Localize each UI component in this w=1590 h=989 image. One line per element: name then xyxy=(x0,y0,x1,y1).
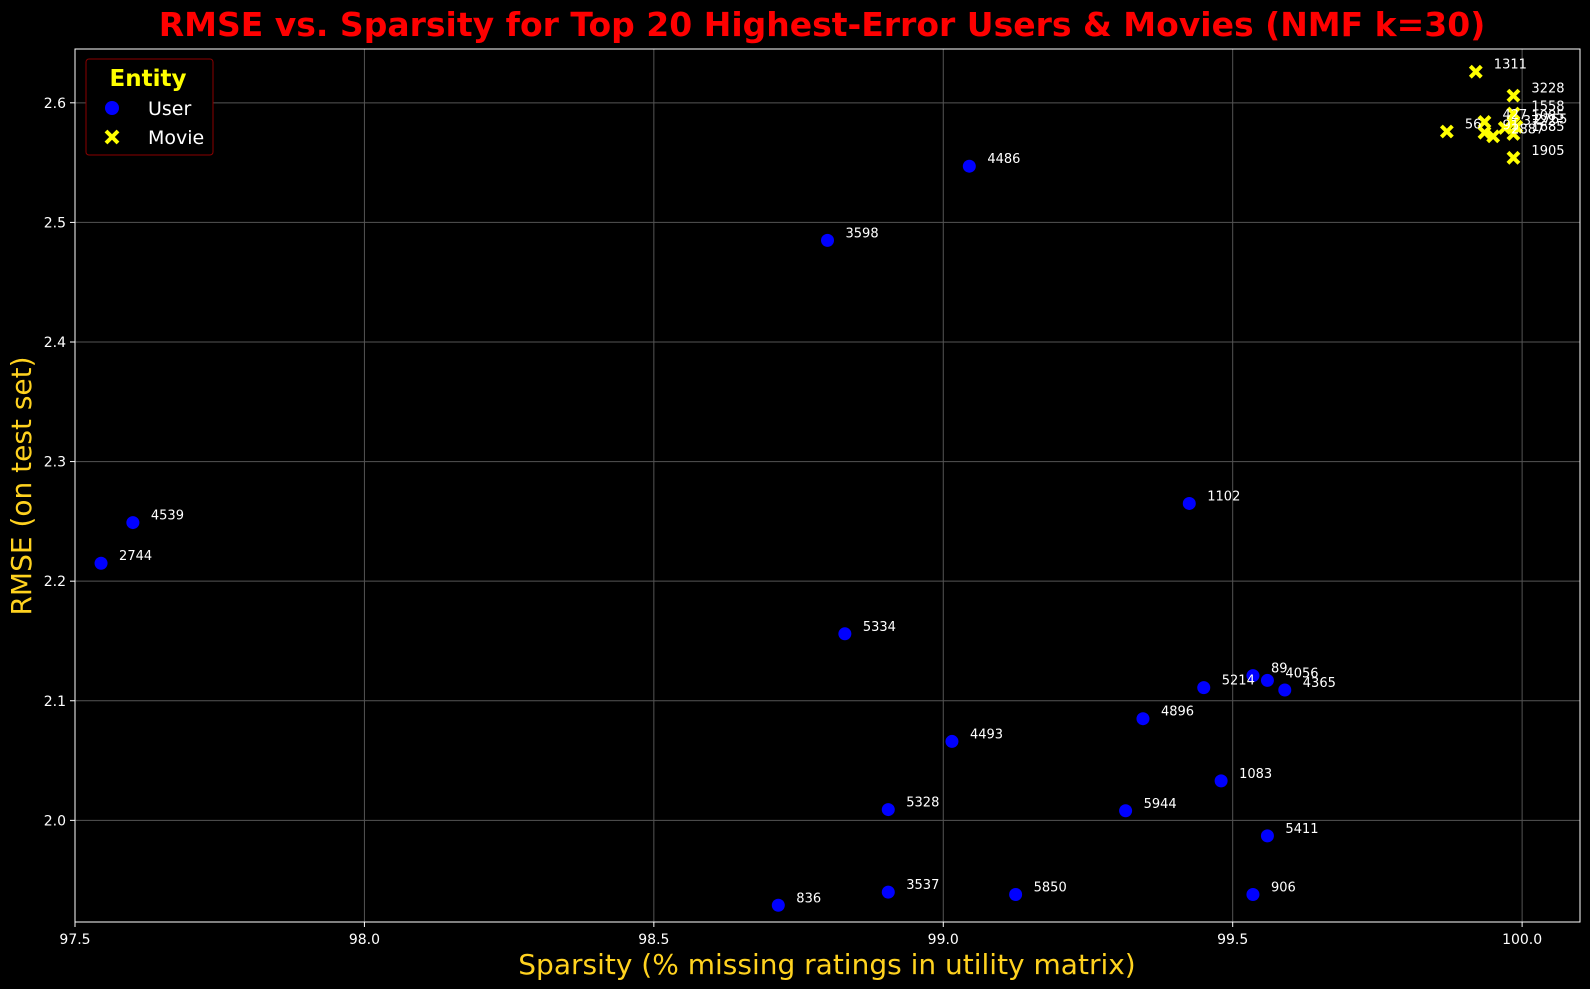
point-label: 4486 xyxy=(987,152,1020,167)
point-label: 3722 xyxy=(1523,114,1556,129)
point-label: 4056 xyxy=(1285,666,1318,681)
movie-point xyxy=(1468,64,1483,79)
point-label: 2887 xyxy=(1511,122,1544,137)
movie-point-stroke xyxy=(1506,126,1521,141)
point-label: 836 xyxy=(796,891,821,906)
point-label: 4493 xyxy=(970,727,1003,742)
movie-point xyxy=(1486,129,1501,144)
y-tick-label: 2.1 xyxy=(44,694,66,710)
plot-frame xyxy=(74,48,1581,923)
y-tick-label: 2.4 xyxy=(44,335,66,351)
user-point xyxy=(881,885,895,899)
point-label: 1311 xyxy=(1494,58,1527,73)
legend-title: Entity xyxy=(110,66,187,92)
movie-point xyxy=(1477,125,1492,140)
user-point xyxy=(1246,887,1260,901)
grid xyxy=(74,49,1580,922)
user-point xyxy=(1009,887,1023,901)
legend-user-marker xyxy=(105,101,119,115)
chart-title: RMSE vs. Sparsity for Top 20 Highest-Err… xyxy=(159,5,1486,44)
point-label: 1102 xyxy=(1207,489,1240,504)
point-label: 906 xyxy=(1271,880,1296,895)
point-label: 3598 xyxy=(846,226,879,241)
y-axis-label: RMSE (on test set) xyxy=(5,356,38,615)
user-point xyxy=(1260,829,1274,843)
point-label: 2744 xyxy=(119,549,152,564)
x-tick-label: 98.5 xyxy=(638,932,669,948)
movie-point-stroke xyxy=(1477,125,1492,140)
point-label: 427 xyxy=(1502,108,1527,123)
movie-point-stroke xyxy=(1439,124,1454,139)
legend: Entity User Movie xyxy=(85,58,214,156)
point-label: 5334 xyxy=(863,620,896,635)
y-tick-label: 2.0 xyxy=(44,813,66,829)
x-axis-ticks: 97.5 98.0 98.5 99.0 99.5 100.0 xyxy=(59,922,1542,948)
legend-user-label: User xyxy=(148,98,191,120)
point-label: 1905 xyxy=(1531,144,1564,159)
point-label: 4365 xyxy=(1303,676,1336,691)
x-tick-label: 97.5 xyxy=(59,932,90,948)
movie-point-stroke xyxy=(1506,150,1521,165)
user-point xyxy=(1119,804,1133,818)
user-point xyxy=(1278,683,1292,697)
user-point xyxy=(945,734,959,748)
y-tick-label: 2.3 xyxy=(44,455,66,471)
movie-point-stroke xyxy=(1477,115,1492,129)
user-point xyxy=(1182,496,1196,510)
user-point xyxy=(94,556,108,570)
movie-point-stroke xyxy=(1468,64,1483,79)
user-point xyxy=(126,516,140,530)
user-point xyxy=(1214,774,1228,788)
point-label: 1083 xyxy=(1239,767,1272,782)
x-tick-label: 98.0 xyxy=(349,932,380,948)
movie-point xyxy=(1506,88,1521,103)
movie-point xyxy=(1477,115,1492,129)
movie-point xyxy=(1506,126,1521,141)
point-label: 3228 xyxy=(1531,82,1564,97)
point-label: 5214 xyxy=(1222,674,1255,689)
point-label: 1685 xyxy=(1531,120,1564,135)
point-label: 3537 xyxy=(906,878,939,893)
x-tick-label: 99.5 xyxy=(1217,932,1248,948)
point-label: 91 xyxy=(1502,119,1519,134)
user-point xyxy=(1260,673,1274,687)
point-label: 1085 xyxy=(1531,109,1564,124)
point-label: 56 xyxy=(1465,118,1482,133)
x-tick-label: 99.0 xyxy=(928,932,959,948)
point-label: 1558 xyxy=(1531,100,1564,115)
movie-point xyxy=(1439,124,1454,139)
user-point xyxy=(821,233,834,247)
movie-point xyxy=(1506,150,1521,165)
x-axis-label: Sparsity (% missing ratings in utility m… xyxy=(518,948,1135,981)
user-point xyxy=(1197,681,1211,695)
user-point xyxy=(1136,712,1150,726)
x-tick-label: 100.0 xyxy=(1502,932,1542,948)
y-axis-ticks: 2.0 2.1 2.2 2.3 2.4 2.5 2.6 xyxy=(44,96,75,829)
movie-point-stroke xyxy=(1486,129,1501,144)
user-point xyxy=(881,803,895,817)
y-tick-label: 2.2 xyxy=(44,574,66,590)
point-label: 5411 xyxy=(1285,822,1318,837)
user-point xyxy=(962,159,976,173)
legend-movie-label: Movie xyxy=(148,127,204,149)
user-point xyxy=(771,898,785,912)
point-label: 5850 xyxy=(1034,880,1067,895)
point-label: 89 xyxy=(1271,662,1288,677)
y-tick-label: 2.5 xyxy=(44,215,66,231)
point-label: 4539 xyxy=(151,509,184,524)
movie-point-stroke xyxy=(1506,88,1521,103)
point-label: 4896 xyxy=(1161,705,1194,720)
point-label: 5328 xyxy=(906,796,939,811)
legend-movie-marker xyxy=(104,129,120,145)
user-point xyxy=(1246,669,1260,683)
data-points xyxy=(94,64,1524,912)
user-point xyxy=(838,627,852,641)
point-label: 5944 xyxy=(1144,797,1177,812)
y-tick-label: 2.6 xyxy=(44,96,66,112)
point-label: 2765 xyxy=(1534,113,1567,128)
movie-point-stroke xyxy=(1497,121,1512,135)
